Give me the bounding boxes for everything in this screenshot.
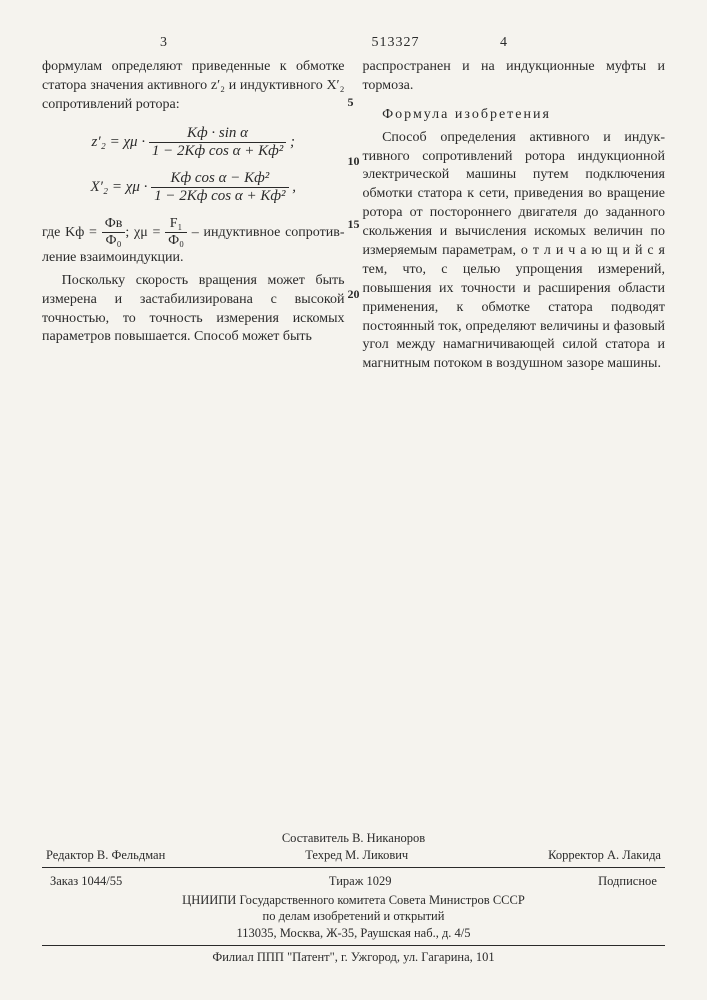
imprint-footer: Составитель В. Никаноров Редактор В. Фел… (42, 830, 665, 966)
formula-z2: z′₂ = χμ · Kф · sin α 1 − 2Kф cos α + Kф… (42, 125, 345, 161)
publisher-address: 113035, Москва, Ж-35, Раушская наб., д. … (42, 925, 665, 942)
formula-x2: X′₂ = χμ · Kф cos α − Kф² 1 − 2Kф cos α … (42, 170, 345, 206)
right-column: распространен и на индукционные муфты и … (363, 58, 666, 378)
claims-heading: Формула изобретения (363, 106, 666, 125)
divider (42, 945, 665, 946)
claim-text: Способ определения активного и индук­тив… (363, 129, 666, 375)
publisher-line-1: ЦНИИПИ Государственного комитета Совета … (42, 892, 665, 909)
left-para-2: Поскольку скорость вращения может быть и… (42, 272, 345, 348)
page-number-left: 3 (160, 34, 167, 53)
compiled-by: Составитель В. Никаноров (42, 830, 665, 847)
lineno-10: 10 (348, 153, 360, 169)
right-para-top: распространен и на индукционные муфты и … (363, 58, 666, 96)
credits-row: Редактор В. Фельдман Техред М. Ликович К… (42, 847, 665, 864)
branch-line: Филиал ППП "Патент", г. Ужгород, ул. Гаг… (42, 949, 665, 966)
document-number: 513327 (42, 34, 707, 53)
page-number-right: 4 (500, 34, 507, 53)
left-para-1: формулам определяют приведенные к обмот­… (42, 58, 345, 115)
lineno-20: 20 (348, 286, 360, 302)
divider (42, 867, 665, 868)
order-row: Заказ 1044/55 Тираж 1029 Подписное (42, 871, 665, 892)
publisher-line-2: по делам изобретений и открытий (42, 908, 665, 925)
left-column: формулам определяют приведенные к обмот­… (42, 58, 345, 378)
lineno-5: 5 (348, 94, 354, 110)
lineno-15: 15 (348, 216, 360, 232)
where-line: где Kф = ФвФ₀; χμ = F₁Ф₀ – индуктивное с… (42, 216, 345, 268)
